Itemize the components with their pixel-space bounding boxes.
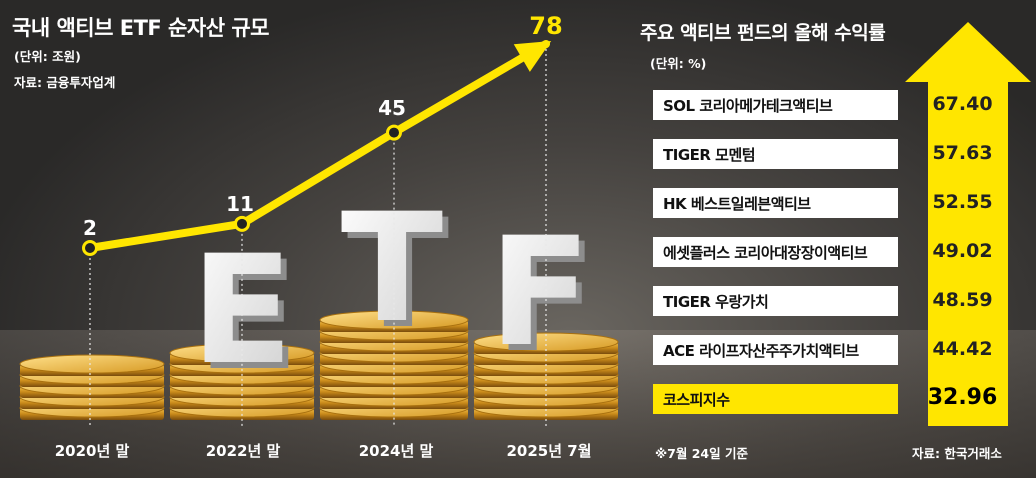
data-point xyxy=(234,215,250,232)
right-chart-unit: (단위: %) xyxy=(650,56,707,71)
x-label-2020: 2020년 말 xyxy=(54,442,130,460)
fund-value: 52.55 xyxy=(932,191,993,213)
letter-shadow: T xyxy=(347,188,449,362)
fund-name: 코스피지수 xyxy=(663,391,730,409)
fund-value: 49.02 xyxy=(932,240,993,262)
x-label-2025: 2025년 7월 xyxy=(506,442,592,460)
series-line xyxy=(86,40,550,252)
right-chart-title: 주요 액티브 펀드의 올해 수익률 xyxy=(640,22,886,44)
fund-row: HK 베스트일레븐액티브 xyxy=(653,188,898,218)
left-chart-source: 자료: 금융투자업계 xyxy=(14,75,116,90)
fund-value: 57.63 xyxy=(932,142,993,164)
fund-name: ACE 라이프자산주주가치액티브 xyxy=(663,342,859,360)
fund-row: TIGER 우랑가치 xyxy=(653,286,898,316)
x-label-2024: 2024년 말 xyxy=(358,442,434,460)
value-label-2024: 45 xyxy=(378,96,406,120)
fund-row: SOL 코리아메가테크액티브 xyxy=(653,90,898,120)
data-point xyxy=(82,240,98,256)
fund-value-index: 32.96 xyxy=(927,385,998,410)
data-point xyxy=(386,124,402,141)
letter: T xyxy=(341,182,443,356)
left-chart-title: 국내 액티브 ETF 순자산 규모 xyxy=(12,16,269,40)
fund-name: HK 베스트일레븐액티브 xyxy=(663,195,811,213)
fund-row: 에셋플러스 코리아대장장이액티브 xyxy=(653,237,898,267)
up-arrow xyxy=(905,22,1031,426)
right-chart-source: 자료: 한국거래소 xyxy=(912,446,1002,461)
fund-value: 48.59 xyxy=(932,289,993,311)
x-label-2022: 2022년 말 xyxy=(205,442,281,460)
coin-top xyxy=(19,354,165,374)
fund-row-index: 코스피지수 xyxy=(653,384,898,414)
footnote-date: ※7월 24일 기준 xyxy=(655,446,748,461)
arrow-head xyxy=(513,40,552,72)
fund-value: 44.42 xyxy=(932,338,993,360)
fund-name: TIGER 우랑가치 xyxy=(663,293,769,311)
value-label-2025: 78 xyxy=(529,12,563,40)
value-label-2022: 11 xyxy=(226,192,254,216)
fund-row: TIGER 모멘텀 xyxy=(653,139,898,169)
letter: F xyxy=(489,206,591,380)
fund-name: SOL 코리아메가테크액티브 xyxy=(663,97,833,115)
value-label-2020: 2 xyxy=(83,216,97,240)
fund-name: TIGER 모멘텀 xyxy=(663,146,756,164)
letter-shadow: E xyxy=(197,230,299,404)
fund-row: ACE 라이프자산주주가치액티브 xyxy=(653,335,898,365)
left-chart-unit: (단위: 조원) xyxy=(14,49,81,64)
fund-name: 에셋플러스 코리아대장장이액티브 xyxy=(663,244,868,262)
fund-value: 67.40 xyxy=(932,93,993,115)
